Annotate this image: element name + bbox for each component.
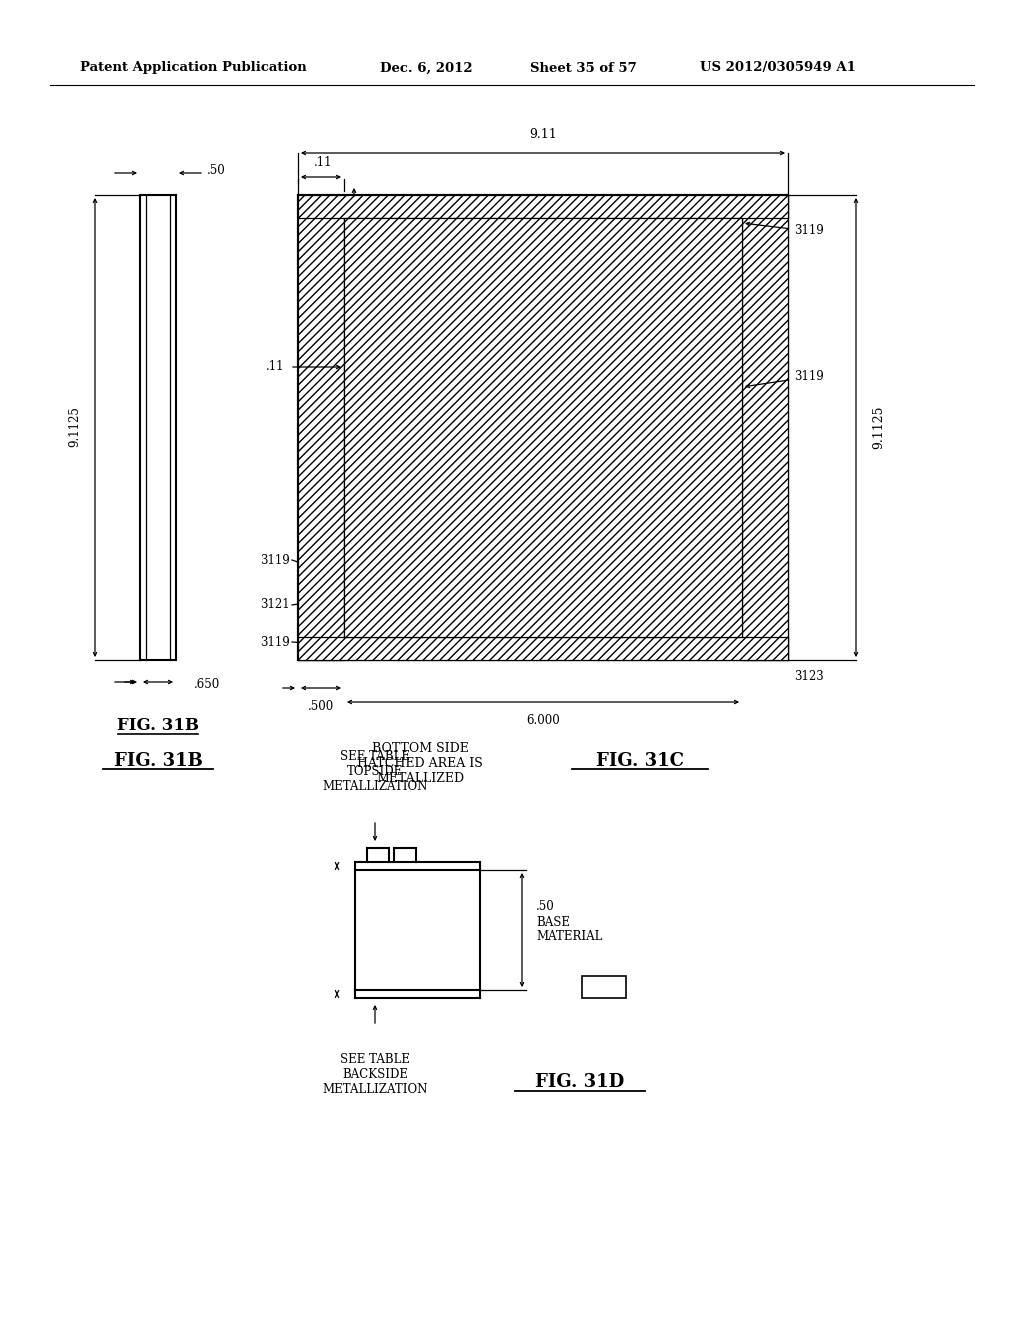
Text: .11: .11 [313, 156, 332, 169]
Text: SEE TABLE
TOPSIDE
METALLIZATION: SEE TABLE TOPSIDE METALLIZATION [323, 750, 428, 793]
Text: Sheet 35 of 57: Sheet 35 of 57 [530, 62, 637, 74]
Text: Patent Application Publication: Patent Application Publication [80, 62, 307, 74]
Text: Dec. 6, 2012: Dec. 6, 2012 [380, 62, 473, 74]
Text: .500: .500 [308, 700, 334, 713]
Bar [742, 195, 788, 660]
Text: 9.1125: 9.1125 [68, 407, 81, 447]
Text: 3119: 3119 [746, 371, 823, 388]
Text: FIG. 31D: FIG. 31D [536, 1073, 625, 1092]
Text: .50: .50 [207, 165, 225, 177]
Text: 3119: 3119 [746, 222, 823, 238]
Text: BOTTOM SIDE
HATCHED AREA IS
METALLIZED: BOTTOM SIDE HATCHED AREA IS METALLIZED [357, 742, 483, 785]
Bar [298, 638, 788, 660]
Text: 3119: 3119 [260, 553, 290, 566]
Text: US 2012/0305949 A1: US 2012/0305949 A1 [700, 62, 856, 74]
Text: 6.000: 6.000 [526, 714, 560, 727]
Text: .11: .11 [265, 360, 284, 374]
Text: SEE TABLE
BACKSIDE
METALLIZATION: SEE TABLE BACKSIDE METALLIZATION [323, 1053, 428, 1096]
Bar [344, 218, 742, 638]
Text: -A-: -A- [595, 981, 612, 994]
Text: FIG. 31B: FIG. 31B [114, 752, 203, 770]
Text: .650: .650 [194, 677, 220, 690]
Bar [298, 195, 344, 660]
Text: FIG. 31B: FIG. 31B [117, 717, 199, 734]
Bar [298, 195, 788, 660]
Bar [582, 975, 626, 998]
Text: 9.11: 9.11 [529, 128, 557, 141]
Text: 3123: 3123 [794, 671, 823, 682]
Bar [298, 195, 788, 218]
Text: 9.1125: 9.1125 [872, 405, 885, 449]
Text: FIG. 31C: FIG. 31C [596, 752, 684, 770]
Text: 3119: 3119 [260, 635, 290, 648]
Text: .50
BASE
MATERIAL: .50 BASE MATERIAL [536, 900, 602, 944]
Text: 3121: 3121 [260, 598, 290, 611]
